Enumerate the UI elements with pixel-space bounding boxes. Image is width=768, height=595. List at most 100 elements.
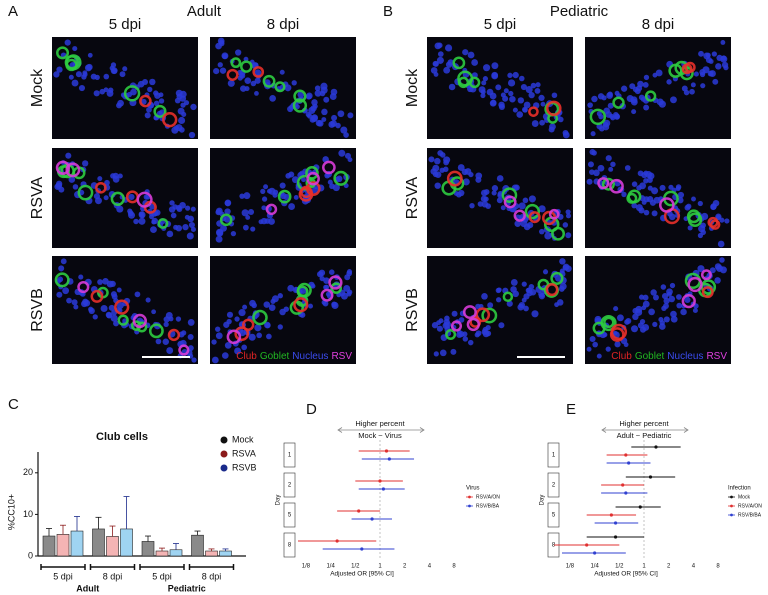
nucleus <box>500 205 506 211</box>
nucleus <box>110 314 118 322</box>
nucleus <box>551 92 558 99</box>
nucleus <box>103 87 109 93</box>
nucleus <box>659 184 666 191</box>
cell <box>226 329 242 345</box>
legend-label: RSV/A/ON <box>738 503 762 509</box>
nucleus <box>450 348 457 355</box>
nucleus <box>637 170 644 177</box>
day-label: 5 <box>288 513 292 519</box>
nucleus <box>335 175 343 183</box>
day-label: 1 <box>288 453 292 459</box>
header: Higher percent <box>355 419 405 428</box>
nucleus <box>468 171 474 178</box>
nucleus <box>716 54 723 62</box>
nucleus <box>670 310 677 318</box>
nucleus <box>697 200 703 207</box>
nucleus <box>528 195 536 203</box>
nucleus <box>190 103 197 111</box>
nucleus <box>613 306 619 312</box>
chart-title: Club cells <box>96 431 148 443</box>
nucleus <box>445 44 453 52</box>
nucleus <box>721 55 727 61</box>
day-box <box>283 442 296 468</box>
nucleus <box>434 182 441 189</box>
nucleus <box>535 82 541 88</box>
nucleus <box>64 39 71 46</box>
nucleus <box>215 332 223 340</box>
cell <box>132 313 147 329</box>
nucleus <box>163 321 169 328</box>
bar <box>92 528 105 557</box>
nucleus <box>691 196 696 202</box>
nucleus <box>343 284 351 292</box>
cell <box>139 94 152 108</box>
nucleus <box>436 42 443 49</box>
x-axis-label: Adjusted OR [95% CI] <box>594 571 658 578</box>
nucleus <box>661 305 667 312</box>
error-bar <box>208 548 215 552</box>
nucleus <box>675 186 681 192</box>
image-legend-entry: Goblet <box>635 351 665 362</box>
nucleus <box>637 80 644 88</box>
nucleus <box>462 49 469 56</box>
micrograph <box>52 256 198 364</box>
nucleus <box>510 286 517 293</box>
nucleus <box>661 292 669 300</box>
cell <box>502 291 514 303</box>
bar <box>141 541 155 557</box>
image-legend-entry: RSV <box>706 351 727 362</box>
nucleus <box>347 112 354 119</box>
nucleus <box>239 193 245 199</box>
bar <box>70 530 84 557</box>
x-tick-label: 8 <box>716 564 720 570</box>
nucleus <box>279 192 287 200</box>
nucleus <box>329 93 337 100</box>
nucleus <box>703 52 711 60</box>
column-label: 5 dpi <box>109 16 142 33</box>
nucleus <box>510 279 518 286</box>
nucleus <box>605 155 612 162</box>
nucleus <box>431 322 439 329</box>
day-label: 8 <box>288 543 292 549</box>
nucleus <box>187 215 195 223</box>
group-label: Pediatric <box>168 583 206 593</box>
nucleus <box>134 291 141 298</box>
bar <box>205 550 218 557</box>
cell <box>123 85 141 102</box>
nucleus <box>153 90 159 96</box>
arrowhead <box>337 427 425 433</box>
nucleus <box>165 311 173 319</box>
nucleus <box>509 95 516 103</box>
nucleus <box>643 209 650 216</box>
nucleus <box>517 97 525 104</box>
nucleus <box>181 330 187 336</box>
header: Higher percent <box>619 419 669 428</box>
legend-marker <box>220 436 228 444</box>
nucleus <box>518 202 526 210</box>
legend-label: RSVB <box>232 462 257 472</box>
micrograph <box>427 148 573 248</box>
nucleus <box>279 182 286 189</box>
x-tick-label: 5 dpi <box>53 571 73 581</box>
estimate <box>621 483 625 487</box>
nucleus <box>103 195 109 201</box>
nucleus <box>614 90 620 96</box>
nucleus <box>130 88 137 96</box>
nucleus <box>521 281 527 287</box>
nucleus <box>65 152 72 159</box>
nucleus <box>318 269 326 277</box>
nucleus <box>108 304 115 311</box>
row-label: RSVB <box>29 288 46 332</box>
nucleus <box>540 101 546 107</box>
nucleus <box>457 164 465 171</box>
nucleus <box>150 226 157 234</box>
nucleus <box>82 71 88 78</box>
cell <box>446 170 463 187</box>
nucleus <box>432 164 440 172</box>
nucleus <box>320 82 328 90</box>
cell <box>707 216 719 228</box>
comparison: Adult ~ Pediatric <box>617 431 672 440</box>
nucleus <box>310 115 318 122</box>
nucleus <box>668 213 676 221</box>
cell <box>468 76 481 89</box>
